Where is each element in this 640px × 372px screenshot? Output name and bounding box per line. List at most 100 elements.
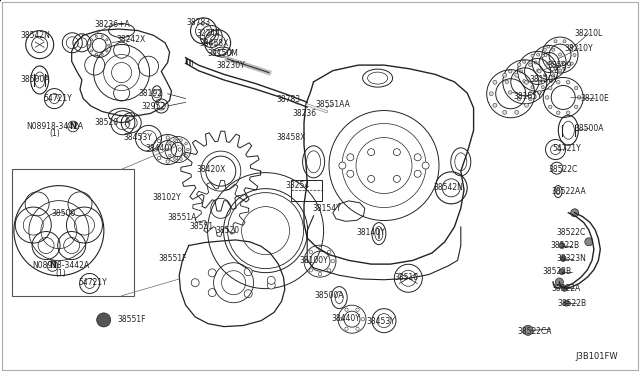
Circle shape [571, 209, 579, 217]
Circle shape [90, 50, 93, 52]
Text: 38440Y: 38440Y [145, 144, 175, 153]
Circle shape [552, 70, 556, 73]
Circle shape [566, 111, 570, 115]
Text: 38522C: 38522C [548, 165, 578, 174]
FancyBboxPatch shape [12, 169, 134, 296]
Text: 54721Y: 54721Y [44, 94, 72, 103]
Circle shape [154, 148, 157, 151]
Circle shape [559, 269, 565, 275]
Text: 38551F: 38551F [159, 254, 187, 263]
Text: N08918-3442A: N08918-3442A [26, 122, 83, 131]
Circle shape [548, 86, 552, 90]
Circle shape [534, 61, 537, 64]
Circle shape [523, 326, 533, 335]
Circle shape [566, 80, 570, 84]
Circle shape [166, 148, 169, 151]
Circle shape [88, 44, 91, 46]
Text: 39150M: 39150M [207, 49, 238, 58]
Text: 38236+A: 38236+A [94, 20, 130, 29]
Text: 38236: 38236 [292, 109, 316, 118]
Text: 38100Y: 38100Y [300, 256, 328, 265]
Circle shape [547, 45, 550, 48]
Text: 38783: 38783 [276, 95, 300, 104]
Text: 38522AA: 38522AA [551, 187, 586, 196]
Text: 38522B: 38522B [557, 299, 586, 308]
Circle shape [328, 269, 331, 272]
Circle shape [502, 110, 507, 114]
Circle shape [394, 176, 401, 182]
Text: 38500: 38500 [52, 209, 76, 218]
Circle shape [101, 53, 103, 55]
Text: 32952: 32952 [141, 102, 166, 110]
Circle shape [173, 139, 176, 141]
Circle shape [570, 62, 573, 65]
Text: 38154Y: 38154Y [312, 204, 340, 213]
Circle shape [515, 110, 519, 114]
Text: 38551A: 38551A [168, 213, 197, 222]
Circle shape [537, 69, 540, 72]
Text: 38420X: 38420X [196, 165, 226, 174]
Text: 38783: 38783 [186, 18, 211, 27]
Circle shape [345, 308, 348, 311]
Circle shape [561, 61, 564, 64]
Circle shape [185, 142, 188, 145]
Circle shape [531, 54, 534, 57]
Circle shape [549, 80, 552, 83]
Text: N: N [49, 262, 56, 270]
Circle shape [185, 154, 188, 157]
Circle shape [318, 247, 322, 250]
Circle shape [563, 40, 566, 43]
Text: (1): (1) [56, 269, 66, 278]
Circle shape [541, 86, 544, 89]
Circle shape [268, 276, 275, 284]
Circle shape [544, 54, 547, 57]
Circle shape [573, 54, 576, 57]
Text: 38165Y: 38165Y [514, 92, 542, 101]
Circle shape [157, 140, 161, 143]
Text: 38551F: 38551F [117, 315, 145, 324]
Circle shape [489, 92, 493, 96]
Circle shape [547, 62, 550, 65]
Circle shape [577, 96, 581, 99]
Circle shape [108, 44, 110, 46]
Circle shape [556, 278, 563, 286]
Circle shape [493, 103, 497, 107]
Circle shape [187, 148, 189, 151]
Circle shape [367, 149, 374, 155]
Text: 38551AA: 38551AA [316, 100, 350, 109]
Circle shape [518, 63, 521, 67]
Circle shape [554, 40, 557, 43]
Circle shape [328, 250, 331, 254]
Circle shape [347, 170, 354, 177]
Text: 38453Y: 38453Y [366, 317, 396, 326]
Circle shape [549, 60, 552, 63]
Circle shape [552, 48, 555, 51]
Circle shape [541, 54, 544, 57]
Circle shape [531, 86, 534, 89]
Text: 38542N: 38542N [433, 183, 463, 192]
Circle shape [559, 243, 565, 248]
Text: N: N [70, 122, 77, 131]
Circle shape [525, 80, 529, 84]
Text: 38140Y: 38140Y [357, 228, 385, 237]
Text: 38522A: 38522A [552, 284, 581, 293]
Circle shape [518, 97, 521, 101]
Circle shape [309, 250, 312, 254]
Circle shape [95, 35, 97, 38]
Circle shape [515, 73, 519, 77]
Text: 38520+A: 38520+A [94, 118, 130, 127]
Circle shape [508, 91, 512, 94]
Circle shape [523, 80, 526, 83]
Circle shape [508, 70, 512, 73]
Circle shape [543, 48, 547, 51]
Circle shape [538, 91, 541, 94]
Circle shape [493, 80, 497, 84]
Text: 38542N: 38542N [20, 31, 50, 40]
Text: J3B101FW: J3B101FW [575, 352, 618, 361]
Circle shape [101, 35, 103, 38]
Text: 38522CA: 38522CA [517, 327, 552, 336]
Text: 38192: 38192 [138, 89, 163, 97]
Circle shape [561, 285, 568, 291]
Text: 38440Y: 38440Y [331, 314, 360, 323]
Circle shape [309, 269, 312, 272]
